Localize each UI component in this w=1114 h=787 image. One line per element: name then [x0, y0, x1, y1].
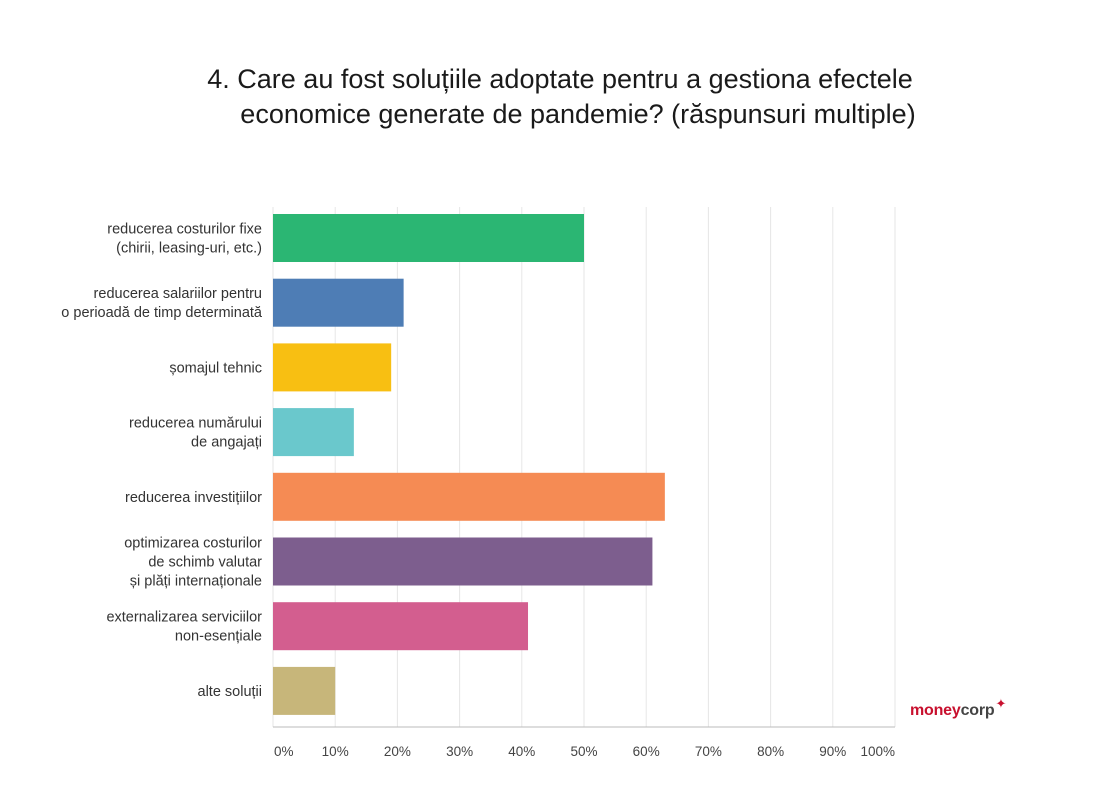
x-axis-tick-labels: 0% 10% 20% 30% 40% 50% 60% 70% 80% 90% 100%	[274, 744, 895, 759]
x-tick-label: 50%	[570, 744, 597, 759]
x-tick-label: 40%	[508, 744, 535, 759]
bar	[273, 537, 653, 586]
category-label: reducerea costurilor fixe (chirii, leasin…	[107, 222, 262, 257]
category-label: șomajul tehnic	[169, 360, 262, 376]
bars	[273, 214, 665, 715]
category-label: reducerea salariilor pentru o perioadă de…	[61, 286, 263, 321]
x-tick-label: 70%	[695, 744, 722, 759]
category-label: optimizarea costurilor de schimb valutar ș…	[124, 536, 262, 590]
x-tick-label: 100%	[860, 744, 895, 759]
category-label-line: de schimb valutar	[148, 555, 262, 571]
category-label-line: reducerea numărului	[129, 416, 262, 432]
x-tick-label: 0%	[274, 744, 294, 759]
category-label-line: non-esențiale	[175, 629, 262, 645]
logo-text-money: money	[910, 702, 961, 719]
chart-title: 4. Care au fost soluțiile adoptate pentr…	[120, 62, 1000, 132]
x-tick-label: 80%	[757, 744, 784, 759]
bar	[273, 602, 529, 651]
x-tick-label: 30%	[446, 744, 473, 759]
logo-star-icon: ✦	[995, 696, 1007, 711]
chart-title-line-1: 4. Care au fost soluțiile adoptate pentr…	[207, 64, 913, 94]
bar	[273, 343, 392, 392]
category-label-line: reducerea investițiilor	[125, 490, 262, 506]
category-label-line: reducerea costurilor fixe	[107, 222, 262, 238]
x-tick-label: 10%	[322, 744, 349, 759]
category-label-line: reducerea salariilor pentru	[94, 286, 262, 302]
category-label-line: șomajul tehnic	[169, 360, 262, 376]
bar	[273, 408, 354, 457]
category-label: alte soluții	[198, 684, 262, 700]
category-label: externalizarea serviciilor non-esențiale	[106, 610, 262, 645]
x-tick-label: 20%	[384, 744, 411, 759]
category-label: reducerea numărului de angajați	[129, 416, 262, 451]
logo-text-corp: corp	[960, 702, 995, 719]
x-tick-label: 60%	[633, 744, 660, 759]
bar	[273, 666, 336, 715]
category-label: reducerea investițiilor	[125, 490, 262, 506]
category-label-line: externalizarea serviciilor	[106, 610, 262, 626]
x-tick-label: 90%	[819, 744, 846, 759]
chart-title-line-2: economice generate de pandemie? (răspuns…	[240, 99, 916, 129]
category-label-line: (chirii, leasing-uri, etc.)	[116, 241, 262, 257]
moneycorp-logo: moneycorp✦	[910, 696, 1006, 720]
category-label-line: o perioadă de timp determinată	[61, 305, 263, 321]
category-label-line: și plăți internaționale	[130, 574, 262, 590]
bar	[273, 278, 404, 327]
bar	[273, 214, 584, 262]
bar	[273, 472, 665, 521]
category-label-line: alte soluții	[198, 684, 262, 700]
category-label-line: optimizarea costurilor	[124, 536, 262, 552]
category-labels: reducerea costurilor fixe (chirii, leasin…	[61, 222, 263, 700]
category-label-line: de angajați	[191, 435, 262, 451]
